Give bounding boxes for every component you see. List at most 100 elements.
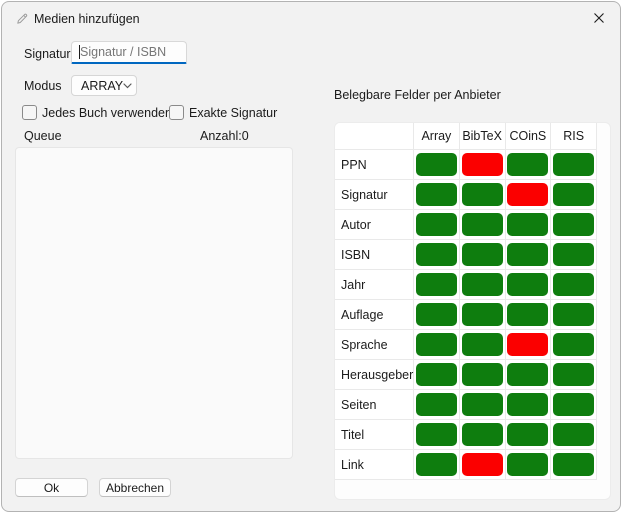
status-pill-available	[507, 363, 549, 386]
matrix-header-row: Array BibTeX COinS RIS	[335, 123, 597, 150]
status-pill-available	[553, 393, 595, 416]
status-cell	[505, 390, 552, 420]
status-pill-available	[507, 213, 549, 236]
status-cell	[551, 150, 597, 180]
status-cell	[459, 330, 506, 360]
status-cell	[414, 330, 460, 360]
modus-selected-value: ARRAY	[81, 78, 124, 93]
status-cell	[505, 420, 552, 450]
status-pill-available	[461, 393, 503, 416]
status-cell	[414, 360, 460, 390]
queue-count-label: Anzahl:0	[200, 129, 249, 143]
column-header: RIS	[551, 123, 597, 150]
status-cell	[505, 270, 552, 300]
status-cell	[505, 330, 552, 360]
status-cell	[551, 240, 597, 270]
column-header: BibTeX	[459, 123, 506, 150]
checkbox-jedes-buch[interactable]	[22, 105, 37, 120]
signatur-input[interactable]	[72, 42, 186, 62]
status-cell	[459, 240, 506, 270]
provider-matrix-table: Array BibTeX COinS RIS PPN Signatur Autor ISBN…	[334, 122, 611, 500]
status-pill-available	[415, 393, 457, 416]
status-cell	[551, 390, 597, 420]
status-cell	[414, 210, 460, 240]
status-pill-available	[553, 333, 595, 356]
status-cell	[551, 270, 597, 300]
close-button[interactable]	[582, 5, 616, 31]
status-cell	[551, 450, 597, 480]
status-cell	[551, 420, 597, 450]
status-pill-available	[415, 273, 457, 296]
status-pill-available	[461, 423, 503, 446]
checkbox-exakte-signatur[interactable]	[169, 105, 184, 120]
status-pill-available	[507, 243, 549, 266]
status-pill-available	[553, 273, 595, 296]
status-cell	[505, 450, 552, 480]
modus-label: Modus	[24, 79, 62, 93]
status-cell	[505, 360, 552, 390]
status-pill-available	[553, 363, 595, 386]
row-label: PPN	[335, 150, 414, 180]
status-cell	[551, 210, 597, 240]
window-title: Medien hinzufügen	[34, 12, 140, 26]
status-cell	[459, 450, 506, 480]
pencil-icon	[15, 12, 29, 26]
signatur-label: Signatur	[24, 47, 71, 61]
table-row: Auflage	[335, 300, 597, 330]
table-row: ISBN	[335, 240, 597, 270]
checkbox-exakte-signatur-label: Exakte Signatur	[189, 106, 278, 120]
status-cell	[459, 270, 506, 300]
queue-label: Queue	[24, 129, 62, 143]
corner-cell	[335, 123, 414, 150]
status-cell	[551, 300, 597, 330]
status-cell	[459, 150, 506, 180]
row-label: Signatur	[335, 180, 414, 210]
status-cell	[551, 180, 597, 210]
status-pill-available	[553, 303, 595, 326]
status-pill-available	[415, 303, 457, 326]
status-pill-available	[415, 243, 457, 266]
modus-dropdown[interactable]: ARRAY	[71, 75, 137, 96]
status-cell	[414, 300, 460, 330]
row-label: ISBN	[335, 240, 414, 270]
status-pill-available	[553, 423, 595, 446]
close-icon	[594, 13, 604, 23]
status-cell	[414, 180, 460, 210]
status-pill-available	[553, 453, 595, 476]
status-cell	[459, 180, 506, 210]
ok-button[interactable]: Ok	[15, 478, 88, 497]
text-caret	[79, 45, 80, 59]
table-row: Autor	[335, 210, 597, 240]
status-pill-available	[461, 243, 503, 266]
row-label: Titel	[335, 420, 414, 450]
status-pill-available	[553, 153, 595, 176]
status-cell	[414, 450, 460, 480]
status-pill-unavailable	[507, 333, 549, 356]
matrix-heading: Belegbare Felder per Anbieter	[334, 88, 501, 102]
status-pill-available	[461, 183, 503, 206]
row-label: Jahr	[335, 270, 414, 300]
status-cell	[505, 210, 552, 240]
status-pill-available	[461, 213, 503, 236]
status-cell	[459, 360, 506, 390]
table-row: Herausgeber	[335, 360, 597, 390]
chevron-down-icon	[123, 82, 132, 88]
row-label: Herausgeber	[335, 360, 414, 390]
checkbox-row: Jedes Buch verwenden Exakte Signatur	[2, 105, 620, 121]
row-label: Auflage	[335, 300, 414, 330]
status-pill-available	[415, 423, 457, 446]
status-cell	[414, 240, 460, 270]
status-pill-available	[553, 243, 595, 266]
row-label: Sprache	[335, 330, 414, 360]
status-pill-available	[415, 153, 457, 176]
status-cell	[505, 240, 552, 270]
row-label: Autor	[335, 210, 414, 240]
status-cell	[551, 330, 597, 360]
status-pill-available	[461, 333, 503, 356]
queue-listbox[interactable]	[15, 147, 293, 459]
status-cell	[414, 390, 460, 420]
table-row: Titel	[335, 420, 597, 450]
row-label: Seiten	[335, 390, 414, 420]
cancel-button[interactable]: Abbrechen	[99, 478, 171, 497]
